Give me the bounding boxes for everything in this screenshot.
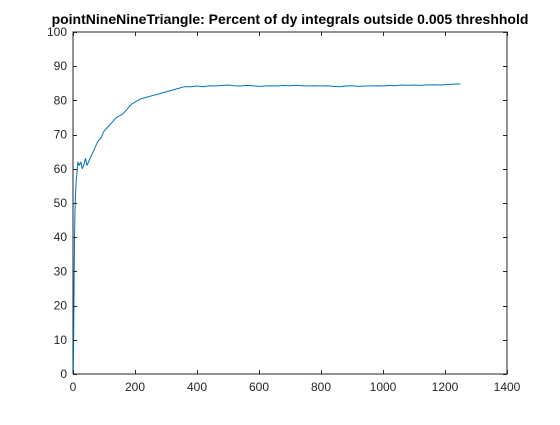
y-tick-label: 90 [54,59,68,73]
x-axis: 0 200 400 600 800 1000 1200 1400 [70,32,521,394]
y-tick-label: 60 [54,162,68,176]
y-tick-label: 40 [54,230,68,244]
y-tick-label: 20 [54,299,68,313]
x-tick-label: 1400 [494,380,521,394]
x-tick-label: 1200 [432,380,459,394]
x-tick-label: 800 [311,380,331,394]
y-tick-label: 70 [54,128,68,142]
x-tick-label: 1000 [370,380,397,394]
x-tick-label: 400 [187,380,207,394]
y-tick-label: 100 [47,25,67,39]
plot-area [72,31,508,375]
x-tick-label: 200 [125,380,145,394]
axes-box [72,31,508,375]
y-tick-label: 80 [54,93,68,107]
y-tick-label: 30 [54,264,68,278]
y-tick-label: 0 [60,367,67,381]
x-tick-label: 0 [70,380,77,394]
y-tick-label: 50 [54,196,68,210]
chart-title: pointNineNineTriangle: Percent of dy int… [52,11,529,27]
series-line [72,83,461,375]
x-tick-label: 600 [249,380,269,394]
y-tick-label: 10 [54,333,68,347]
y-axis: 0 10 20 30 40 50 60 70 80 90 100 [47,25,507,381]
